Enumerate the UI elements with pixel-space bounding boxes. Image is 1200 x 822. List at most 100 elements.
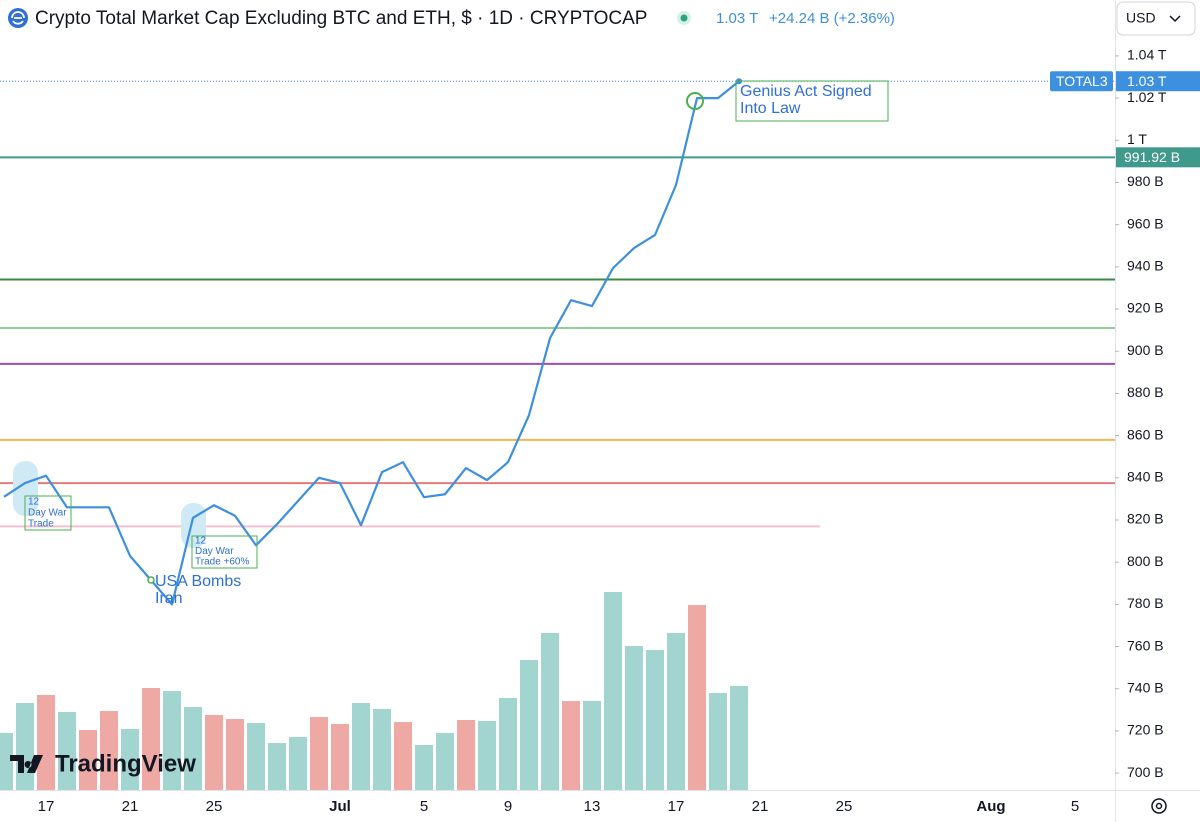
annotation-box (191, 535, 258, 569)
x-tick-label: 9 (504, 798, 512, 815)
volume-bar (0, 733, 13, 790)
symbol-label: TOTAL3 (1056, 73, 1108, 89)
last-price-axis-label: 1.03 T (1127, 73, 1167, 89)
x-tick-label: 25 (836, 798, 853, 815)
symbol-box (1050, 71, 1113, 92)
annotation-text: Trade (28, 519, 54, 530)
volume-bar (373, 709, 391, 790)
y-tick-label: 820 B (1127, 511, 1164, 527)
volume-bar (310, 717, 328, 790)
annotation-text: USA Bombs (155, 573, 241, 590)
volume-bar (499, 698, 517, 790)
x-tick-label: Jul (329, 798, 351, 815)
y-tick-label: 960 B (1127, 215, 1164, 231)
annotation-text: Trade +60% (195, 557, 249, 568)
volume-bar (268, 743, 286, 790)
x-tick-label: Aug (976, 798, 1005, 815)
volume-bar (226, 719, 244, 790)
annotation-text: Iran (155, 590, 183, 607)
last-price-box (1116, 71, 1200, 92)
volume-bar (121, 729, 139, 790)
y-tick-label: 880 B (1127, 384, 1164, 400)
y-tick-label: 980 B (1127, 173, 1164, 189)
x-tick-label: 21 (122, 798, 139, 815)
annotation-box (735, 80, 889, 122)
y-tick-label: 760 B (1127, 637, 1164, 653)
y-tick-label: 1 T (1127, 131, 1147, 147)
price-change: +24.24 B (+2.36%) (769, 10, 895, 27)
price-line (3, 80, 740, 606)
volume-bar (457, 720, 475, 790)
level-label: 991.92 B (1124, 149, 1180, 165)
x-tick-label: 5 (1071, 798, 1079, 815)
level-label-box (1116, 147, 1200, 168)
x-tick-label: 21 (752, 798, 769, 815)
volume-bar (394, 722, 412, 790)
gear-hub[interactable] (1155, 802, 1163, 810)
y-tick-label: 900 B (1127, 342, 1164, 358)
y-tick-label: 1.02 T (1127, 89, 1167, 105)
y-tick-label: 780 B (1127, 595, 1164, 611)
volume-bar (520, 660, 538, 790)
volume-bar (562, 701, 580, 790)
volume-bar (478, 721, 496, 790)
volume-bar (331, 724, 349, 790)
x-tick-label: 17 (668, 798, 685, 815)
annotation-text: Genius Act Signed (740, 83, 872, 100)
annotation-marker (686, 92, 704, 110)
volume-bar (16, 703, 34, 790)
y-tick-label: 860 B (1127, 426, 1164, 442)
x-tick-label: 5 (420, 798, 428, 815)
y-tick-label: 1.04 T (1127, 47, 1167, 63)
volume-bar (37, 695, 55, 790)
x-tick-label: 17 (38, 798, 55, 815)
logo-glyph (11, 11, 25, 25)
y-tick-label: 720 B (1127, 722, 1164, 738)
volume-bar (415, 745, 433, 790)
y-tick-label: 800 B (1127, 553, 1164, 569)
volume-bar (205, 715, 223, 790)
volume-bar (163, 691, 181, 790)
annotation-text: Day War (195, 546, 234, 557)
volume-bar (667, 633, 685, 790)
currency-label[interactable]: USD (1126, 10, 1156, 26)
volume-bar (100, 711, 118, 790)
volume-bar (58, 712, 76, 790)
y-tick-label: 940 B (1127, 258, 1164, 274)
currency-button[interactable] (1116, 1, 1196, 36)
volume-bar (142, 688, 160, 790)
y-tick-label: 920 B (1127, 300, 1164, 316)
x-tick-label: 25 (206, 798, 223, 815)
volume-bar (709, 693, 727, 790)
volume-bar (184, 707, 202, 790)
y-tick-label: 840 B (1127, 469, 1164, 485)
annotation-marker (147, 576, 155, 584)
brand-name: TradingView (55, 750, 196, 777)
chart-title: Crypto Total Market Cap Excluding BTC an… (35, 8, 647, 29)
annotation-text: 12 (28, 497, 40, 508)
volume-bar (583, 701, 601, 790)
brand-logo (10, 755, 43, 773)
volume-bar (646, 650, 664, 790)
overlay: 991.92 B 700 B 720 B 740 B 760 B 780 B 800 B 82… (38, 47, 1200, 815)
volume-bar (289, 737, 307, 790)
annotation-text: Into Law (740, 100, 801, 117)
last-price: 1.03 T (716, 10, 758, 27)
volume-bar (247, 723, 265, 790)
x-tick-label: 13 (584, 798, 601, 815)
volume-bar (730, 686, 748, 790)
y-tick-label: 700 B (1127, 764, 1164, 780)
status-dot (680, 14, 688, 22)
volume-bar (541, 633, 559, 790)
annotation-text: Day War (28, 508, 67, 519)
volume-bar (352, 703, 370, 790)
volume-bar (604, 592, 622, 790)
currency-caret[interactable] (1169, 15, 1181, 23)
gear[interactable] (1151, 798, 1167, 814)
settings-icon[interactable] (1151, 798, 1167, 814)
volume-bar (625, 646, 643, 790)
